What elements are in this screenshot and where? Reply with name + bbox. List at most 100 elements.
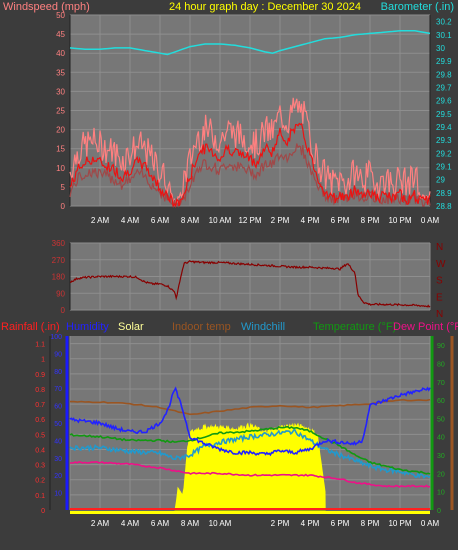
rain-tick-label: 0 (41, 508, 45, 515)
x-tick-label: 10 AM (209, 216, 232, 225)
y-tick-label: 5 (61, 183, 66, 192)
legend-temperature: Temperature (°F) (313, 321, 396, 333)
humidity-line (69, 386, 431, 457)
legend-solar: Solar (118, 321, 144, 333)
x-tick-label: 10 AM (209, 519, 232, 528)
compass-label: S (436, 276, 443, 287)
direction-tick-label: 270 (52, 256, 66, 265)
environment-panel: 0 0.1 0.2 0.3 0.4 0.5 0.6 0.7 0.8 0.9 1 1.1 10 20 30 40… (35, 334, 454, 528)
rain-tick-label: 0.7 (35, 402, 45, 409)
baseline-strip (70, 511, 430, 514)
wind-barometer-panel: 0 5 10 15 20 25 30 35 40 45 50 28.8 28.9 29 29.1 29.2 29… (56, 11, 452, 225)
temperature-tick-label: 10 (437, 490, 445, 497)
humidity-tick-label: 40 (54, 438, 62, 445)
barometer-tick-label: 29.7 (436, 83, 452, 92)
barometer-tick-label: 30 (436, 44, 445, 53)
rain-tick-label: 0.5 (35, 432, 45, 439)
humidity-tick-label: 20 (54, 473, 62, 480)
windchill-line (69, 427, 431, 480)
barometer-tick-label: 29 (436, 176, 445, 185)
temperature-tick-label: 60 (437, 398, 445, 405)
legend-rainfall: Rainfall (.in) (1, 321, 60, 333)
graph-title: 24 hour graph day : December 30 2024 (169, 1, 361, 13)
humidity-tick-label: 80 (54, 369, 62, 376)
legend-humidity: Humidity (66, 321, 109, 333)
direction-tick-label: 0 (61, 306, 66, 315)
legend-windchill: Windchill (241, 321, 285, 333)
humidity-tick-label: 10 (54, 491, 62, 498)
barometer-tick-label: 29.1 (436, 162, 452, 171)
barometer-line (69, 30, 431, 56)
temperature-tick-label: 90 (437, 343, 445, 350)
x-tick-label: 10 PM (388, 216, 411, 225)
wind-speed-line (69, 122, 431, 208)
barometer-axis-label: Barometer (.in) (381, 1, 454, 13)
y-tick-label: 0 (61, 202, 66, 211)
x-tick-label: 10 PM (388, 519, 411, 528)
legend-dew-point: Dew Point (°F) (393, 321, 458, 333)
wind-low-line (69, 143, 431, 208)
y-tick-label: 20 (56, 126, 65, 135)
temperature-tick-label: 40 (437, 435, 445, 442)
humidity-tick-label: 70 (54, 386, 62, 393)
temperature-tick-label: 0 (437, 508, 441, 515)
barometer-tick-label: 28.8 (436, 202, 452, 211)
rain-tick-label: 0.6 (35, 417, 45, 424)
humidity-tick-label: 50 (54, 421, 62, 428)
compass-label: N (436, 309, 443, 320)
humidity-tick-label: 100 (50, 334, 62, 341)
compass-label: W (436, 259, 446, 270)
rain-tick-label: 0.1 (35, 493, 45, 500)
x-tick-label: 2 AM (91, 519, 110, 528)
y-tick-label: 35 (56, 68, 65, 77)
x-tick-label: 6 PM (331, 216, 350, 225)
wind-gust-line (69, 97, 431, 205)
compass-label: N (436, 242, 443, 253)
rain-tick-label: 0.9 (35, 372, 45, 379)
barometer-tick-label: 29.5 (436, 110, 452, 119)
humidity-tick-label: 60 (54, 404, 62, 411)
rain-tick-label: 1 (41, 357, 45, 364)
direction-tick-label: 90 (56, 289, 65, 298)
x-tick-label: 6 AM (151, 519, 170, 528)
barometer-tick-label: 29.3 (436, 136, 452, 145)
direction-tick-label: 180 (52, 273, 66, 282)
barometer-tick-label: 30.1 (436, 31, 452, 40)
x-tick-label: 6 PM (331, 519, 350, 528)
y-tick-label: 10 (56, 164, 65, 173)
barometer-tick-label: 29.2 (436, 149, 452, 158)
barometer-tick-label: 29.4 (436, 123, 452, 132)
x-tick-label: 4 AM (121, 216, 140, 225)
wind-direction-line (69, 260, 431, 308)
humidity-tick-label: 30 (54, 456, 62, 463)
rain-tick-label: 0.8 (35, 387, 45, 394)
x-tick-label: 8 PM (361, 519, 380, 528)
y-tick-label: 25 (56, 107, 65, 116)
barometer-tick-label: 28.9 (436, 189, 452, 198)
dew-point-line (69, 460, 431, 488)
environment-legend: Rainfall (.in) Humidity Solar Indoor tem… (1, 321, 458, 333)
y-tick-label: 50 (56, 11, 65, 20)
x-tick-label: 12 PM (238, 216, 261, 225)
y-tick-label: 45 (56, 30, 65, 39)
temperature-line (69, 425, 431, 475)
temperature-tick-label: 70 (437, 380, 445, 387)
x-tick-label: 4 PM (301, 519, 320, 528)
x-tick-label: 2 AM (91, 216, 110, 225)
x-tick-label: 0 AM (421, 216, 440, 225)
barometer-tick-label: 30.2 (436, 18, 452, 27)
y-tick-label: 15 (56, 145, 65, 154)
temperature-tick-label: 30 (437, 453, 445, 460)
compass-label: E (436, 292, 443, 303)
temperature-tick-label: 20 (437, 471, 445, 478)
direction-tick-label: 360 (52, 239, 66, 248)
rain-tick-label: 0.3 (35, 463, 45, 470)
x-tick-label: 8 AM (181, 519, 200, 528)
x-tick-label: 8 AM (181, 216, 200, 225)
y-tick-label: 40 (56, 49, 65, 58)
rain-tick-label: 0.4 (35, 447, 45, 454)
temperature-tick-label: 50 (437, 416, 445, 423)
humidity-tick-label: 90 (54, 351, 62, 358)
legend-indoor-temp: Indoor temp (172, 321, 231, 333)
